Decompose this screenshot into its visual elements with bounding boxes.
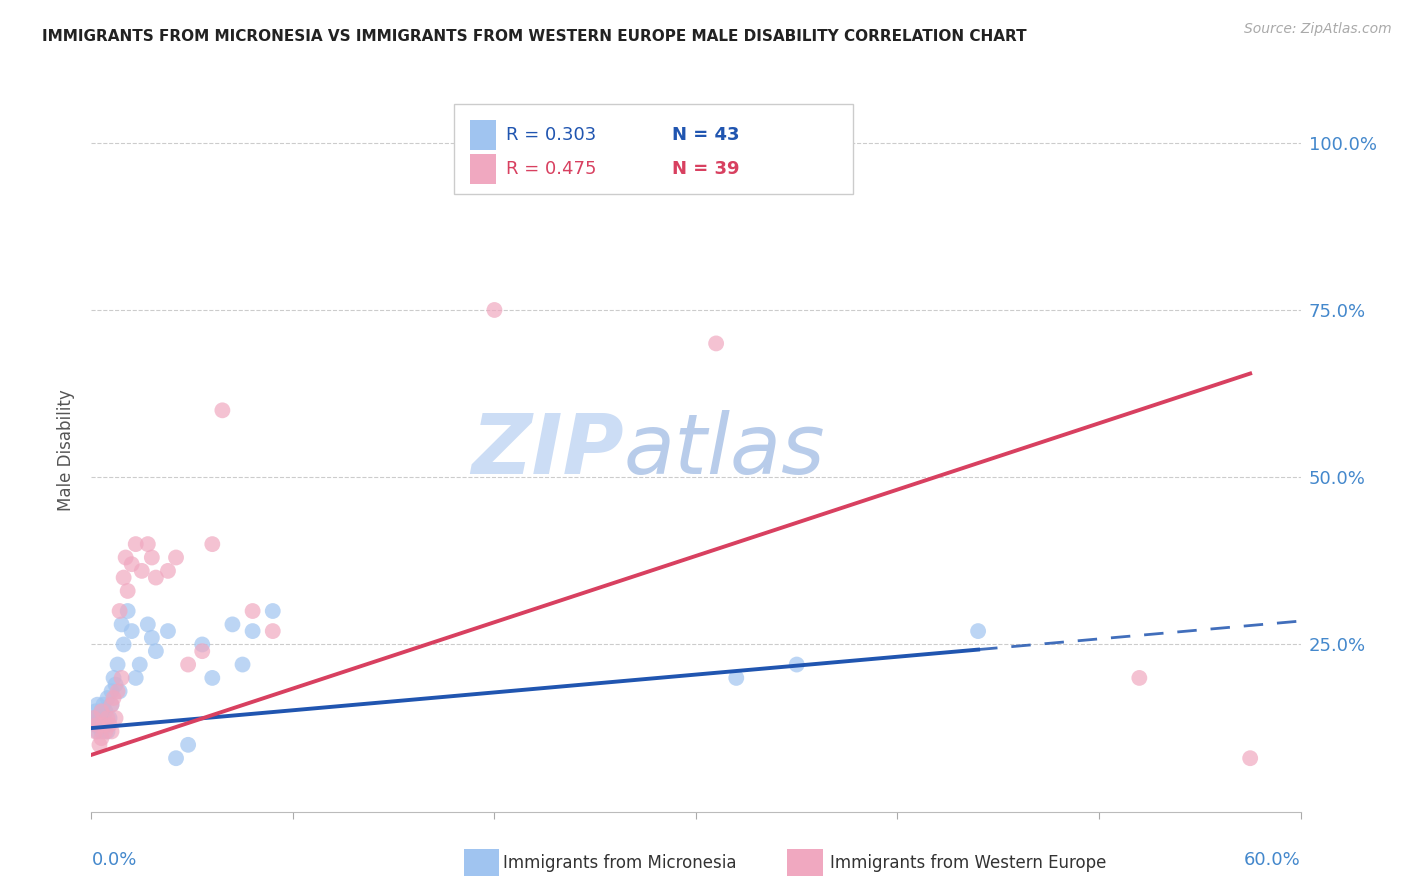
Point xyxy=(107,657,129,672)
Point xyxy=(725,671,748,685)
Point xyxy=(100,698,122,712)
Point xyxy=(112,571,135,585)
Point xyxy=(136,617,159,632)
Point xyxy=(84,717,107,731)
Bar xyxy=(470,120,496,150)
Text: 0.0%: 0.0% xyxy=(91,852,136,870)
Point xyxy=(125,537,148,551)
Point xyxy=(107,684,129,698)
Point xyxy=(242,624,264,639)
Point xyxy=(165,751,187,765)
Text: N = 39: N = 39 xyxy=(672,160,740,178)
Text: IMMIGRANTS FROM MICRONESIA VS IMMIGRANTS FROM WESTERN EUROPE MALE DISABILITY COR: IMMIGRANTS FROM MICRONESIA VS IMMIGRANTS… xyxy=(42,29,1026,44)
Point xyxy=(484,303,506,318)
Point xyxy=(165,550,187,565)
Point xyxy=(108,604,131,618)
Point xyxy=(704,336,727,351)
Point xyxy=(141,550,163,565)
Text: 60.0%: 60.0% xyxy=(1244,852,1301,870)
Point xyxy=(84,705,107,719)
Text: R = 0.475: R = 0.475 xyxy=(506,160,596,178)
Point xyxy=(103,671,125,685)
Point xyxy=(221,617,243,632)
Text: ZIP: ZIP xyxy=(471,410,623,491)
Point xyxy=(191,637,214,651)
Point xyxy=(90,705,112,719)
Point xyxy=(90,705,112,719)
Point xyxy=(89,738,111,752)
Point xyxy=(177,657,200,672)
Point xyxy=(131,564,153,578)
Point xyxy=(112,637,135,651)
Point xyxy=(94,724,117,739)
Text: R = 0.303: R = 0.303 xyxy=(506,126,596,144)
Point xyxy=(82,711,104,725)
Bar xyxy=(470,153,496,184)
Point xyxy=(100,724,122,739)
Point xyxy=(89,711,111,725)
Point xyxy=(96,690,118,705)
Point xyxy=(177,738,200,752)
Point xyxy=(82,711,104,725)
Point xyxy=(156,564,179,578)
Point xyxy=(98,711,121,725)
Point xyxy=(93,698,115,712)
Point xyxy=(94,717,117,731)
Point xyxy=(104,678,127,692)
Text: Immigrants from Micronesia: Immigrants from Micronesia xyxy=(503,854,737,871)
Point xyxy=(967,624,990,639)
Point xyxy=(100,698,122,712)
Point xyxy=(108,684,131,698)
Y-axis label: Male Disability: Male Disability xyxy=(58,390,76,511)
Point xyxy=(231,657,253,672)
Point xyxy=(96,724,118,739)
Point xyxy=(136,537,159,551)
Point xyxy=(786,657,808,672)
Text: N = 43: N = 43 xyxy=(672,126,740,144)
Point xyxy=(211,403,233,417)
Point xyxy=(156,624,179,639)
Point xyxy=(111,671,132,685)
Point xyxy=(145,644,167,658)
Point xyxy=(125,671,148,685)
Point xyxy=(242,604,264,618)
Point xyxy=(1128,671,1150,685)
Point xyxy=(96,711,118,725)
Point xyxy=(89,717,111,731)
Point xyxy=(103,690,125,705)
Text: Source: ZipAtlas.com: Source: ZipAtlas.com xyxy=(1244,22,1392,37)
Point xyxy=(100,684,122,698)
Point xyxy=(141,631,163,645)
Point xyxy=(191,644,214,658)
Point xyxy=(117,583,139,598)
Point xyxy=(104,711,127,725)
Point xyxy=(145,571,167,585)
Point xyxy=(117,604,139,618)
FancyBboxPatch shape xyxy=(454,103,853,194)
Point xyxy=(262,604,284,618)
Text: Immigrants from Western Europe: Immigrants from Western Europe xyxy=(830,854,1107,871)
Point xyxy=(90,724,112,739)
Point xyxy=(121,624,143,639)
Text: atlas: atlas xyxy=(623,410,825,491)
Point xyxy=(121,557,143,572)
Point xyxy=(1239,751,1261,765)
Point xyxy=(201,537,224,551)
Point xyxy=(94,705,117,719)
Point xyxy=(128,657,150,672)
Point xyxy=(93,711,115,725)
Point xyxy=(98,717,121,731)
Point xyxy=(786,136,808,150)
Point xyxy=(84,724,107,739)
Point xyxy=(111,617,132,632)
Point xyxy=(262,624,284,639)
Point xyxy=(86,724,108,739)
Point xyxy=(90,731,112,746)
Point xyxy=(201,671,224,685)
Point xyxy=(86,698,108,712)
Point xyxy=(86,717,108,731)
Point xyxy=(114,550,136,565)
Point xyxy=(93,717,115,731)
